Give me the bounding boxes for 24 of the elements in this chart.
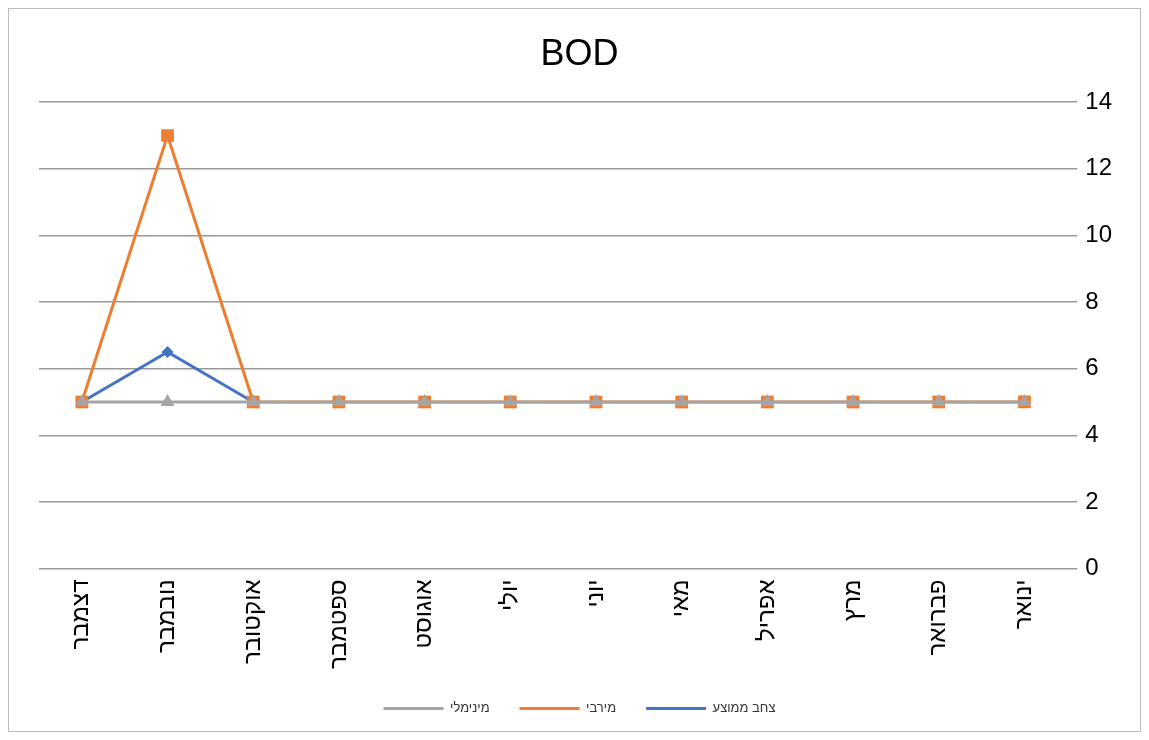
y-tick-label: 8	[1085, 286, 1099, 314]
x-tick-label: יוני	[580, 579, 608, 608]
legend-label: מינימלי	[450, 700, 490, 716]
y-tick-label: 0	[1085, 553, 1099, 581]
y-tick-label: 2	[1085, 486, 1099, 514]
x-tick-label: נובמבר	[152, 579, 180, 654]
x-tick-label: ינואר	[1009, 579, 1037, 630]
x-tick-label: דצמבר	[66, 579, 94, 650]
chart-title: BOD	[540, 31, 619, 73]
x-tick-label: פברואר	[923, 579, 951, 656]
y-tick-label: 12	[1085, 153, 1113, 181]
y-tick-label: 6	[1085, 353, 1099, 381]
y-tick-label: 4	[1085, 419, 1099, 447]
x-tick-label: אפריל	[752, 579, 780, 642]
x-tick-label: אוקטובר	[237, 579, 265, 665]
x-tick-label: ספטמבר	[323, 579, 351, 670]
legend-label: מירבי	[586, 700, 617, 716]
x-tick-label: מאי	[666, 579, 694, 618]
y-tick-label: 10	[1085, 220, 1113, 248]
x-tick-label: יולי	[494, 579, 522, 611]
x-tick-label: מרץ	[837, 579, 865, 621]
x-tick-label: אוגוסט	[409, 579, 437, 649]
legend-label: צחב ממוצע	[712, 700, 776, 716]
y-tick-label: 14	[1085, 86, 1113, 114]
